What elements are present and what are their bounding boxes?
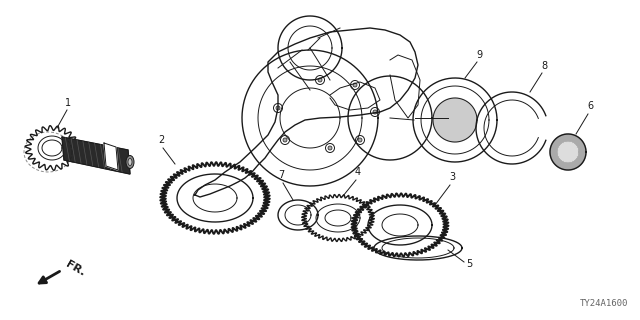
Polygon shape [558,142,578,162]
Polygon shape [368,205,432,245]
Text: 8: 8 [541,61,547,71]
Text: FR.: FR. [64,259,87,278]
Text: 1: 1 [65,98,71,108]
Ellipse shape [126,156,134,169]
Circle shape [328,146,332,150]
Circle shape [353,83,357,87]
Text: 3: 3 [449,172,455,182]
Circle shape [358,138,362,142]
Text: 6: 6 [587,101,593,111]
Circle shape [276,106,280,110]
Polygon shape [550,134,586,170]
Circle shape [318,78,322,82]
Text: 7: 7 [278,170,284,180]
Ellipse shape [128,158,132,165]
Text: 9: 9 [476,50,482,60]
Polygon shape [62,137,130,174]
Text: 2: 2 [158,135,164,145]
Text: 5: 5 [466,259,472,269]
Polygon shape [177,174,253,222]
Circle shape [283,138,287,142]
Polygon shape [104,143,118,170]
Text: TY24A1600: TY24A1600 [580,299,628,308]
Polygon shape [433,98,477,142]
Circle shape [373,110,377,114]
Text: 4: 4 [355,167,361,177]
